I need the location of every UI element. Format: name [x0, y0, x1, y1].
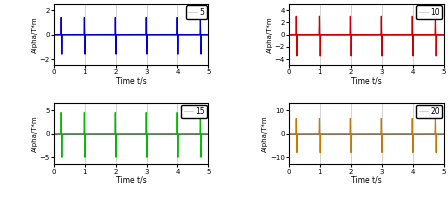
Y-axis label: Alpha/T*m: Alpha/T*m: [32, 16, 38, 53]
Legend: 20: 20: [416, 105, 442, 118]
X-axis label: Time t/s: Time t/s: [116, 77, 146, 86]
Legend: 15: 15: [181, 105, 207, 118]
Y-axis label: Alpha/T*m: Alpha/T*m: [32, 115, 38, 152]
Y-axis label: Alpha/T*m: Alpha/T*m: [263, 115, 268, 152]
Y-axis label: Alpha/T*m: Alpha/T*m: [267, 16, 273, 53]
X-axis label: Time t/s: Time t/s: [351, 77, 382, 86]
X-axis label: Time t/s: Time t/s: [351, 176, 382, 185]
Legend: 5: 5: [186, 6, 207, 19]
X-axis label: Time t/s: Time t/s: [116, 176, 146, 185]
Legend: 10: 10: [416, 6, 442, 19]
